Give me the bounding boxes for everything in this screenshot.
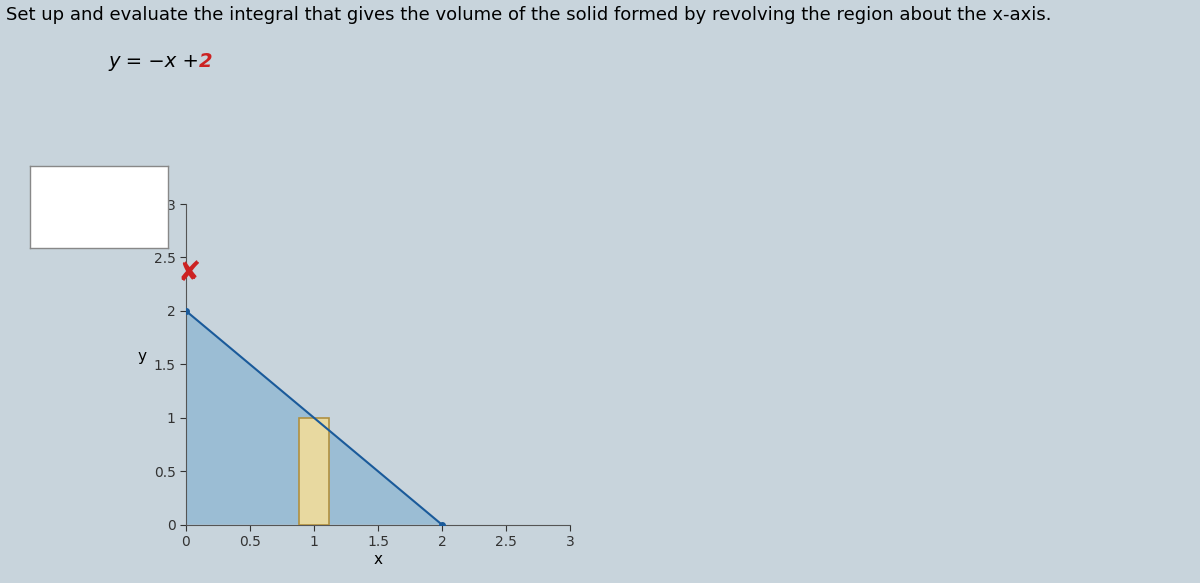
Text: y = −x +: y = −x + bbox=[108, 52, 205, 72]
Polygon shape bbox=[186, 311, 442, 525]
Text: Set up and evaluate the integral that gives the volume of the solid formed by re: Set up and evaluate the integral that gi… bbox=[6, 6, 1051, 24]
X-axis label: x: x bbox=[373, 552, 383, 567]
Text: ✘: ✘ bbox=[178, 259, 200, 287]
Bar bbox=[299, 418, 329, 525]
Text: 2: 2 bbox=[199, 52, 212, 72]
Y-axis label: y: y bbox=[138, 349, 146, 364]
